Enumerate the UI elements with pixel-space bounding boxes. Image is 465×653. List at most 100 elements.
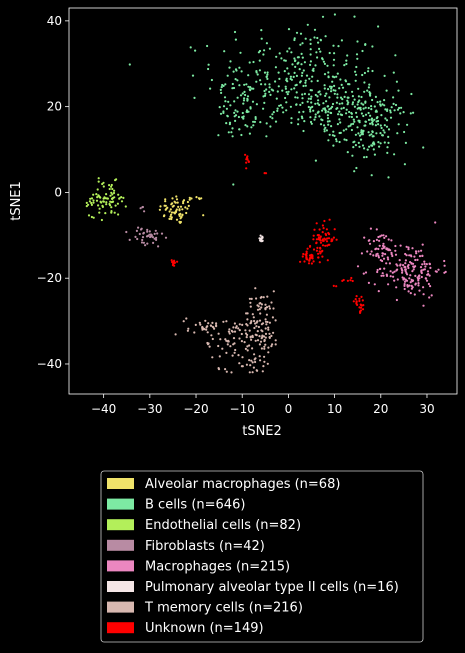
data-point-series-6	[268, 307, 271, 310]
data-point-series-1	[310, 122, 313, 125]
data-point-series-3	[149, 235, 152, 239]
data-point-series-4	[407, 263, 410, 267]
data-point-series-1	[309, 110, 312, 113]
data-point-series-1	[352, 146, 355, 149]
data-point-series-7	[349, 279, 352, 282]
data-point-series-1	[274, 120, 278, 123]
data-point-series-1	[295, 74, 298, 77]
data-point-series-1	[371, 69, 374, 73]
data-point-series-0	[169, 208, 172, 211]
data-point-series-4	[399, 264, 402, 267]
data-point-series-4	[426, 270, 430, 273]
data-point-series-1	[350, 115, 353, 119]
data-point-series-0	[184, 206, 187, 209]
data-point-series-6	[207, 322, 210, 325]
data-point-series-4	[407, 246, 410, 249]
data-point-series-1	[351, 103, 354, 106]
data-point-series-7	[332, 236, 335, 239]
data-point-series-1	[363, 124, 366, 127]
data-point-series-1	[382, 129, 385, 132]
data-point-series-1	[318, 47, 321, 51]
data-point-series-4	[388, 248, 391, 251]
data-point-series-4	[380, 274, 383, 277]
data-point-series-6	[248, 329, 251, 332]
data-point-series-4	[409, 254, 412, 257]
data-point-series-7	[321, 255, 324, 258]
data-point-series-1	[385, 89, 388, 92]
data-point-series-6	[206, 331, 209, 334]
data-point-series-1	[364, 106, 367, 109]
data-point-series-1	[363, 147, 366, 150]
data-point-series-1	[324, 126, 327, 129]
data-point-series-1	[241, 92, 244, 95]
data-point-series-1	[386, 109, 389, 112]
data-point-series-3	[138, 232, 141, 236]
data-point-series-1	[356, 126, 359, 129]
data-point-series-4	[368, 242, 372, 245]
legend-swatch	[107, 560, 134, 572]
data-point-series-1	[238, 66, 241, 69]
data-point-series-4	[384, 253, 387, 256]
data-point-series-1	[355, 115, 358, 118]
data-point-series-1	[350, 111, 353, 115]
data-point-series-4	[414, 265, 417, 268]
data-point-series-1	[398, 106, 401, 110]
data-point-series-6	[245, 336, 248, 339]
data-point-series-2	[97, 194, 100, 197]
data-point-series-7	[310, 262, 313, 265]
data-point-series-6	[256, 369, 259, 372]
data-point-series-1	[348, 115, 351, 118]
data-point-series-4	[377, 247, 380, 251]
data-point-series-6	[198, 321, 201, 324]
legend-label: Macrophages (n=215)	[145, 559, 290, 574]
data-point-series-1	[324, 111, 327, 114]
data-point-series-4	[400, 267, 403, 270]
data-point-series-6	[256, 330, 259, 333]
data-point-series-6	[271, 316, 274, 319]
data-point-series-4	[381, 272, 384, 275]
data-point-series-1	[252, 124, 255, 127]
data-point-series-4	[425, 263, 428, 266]
data-point-series-2	[110, 183, 113, 187]
data-point-series-6	[268, 305, 271, 308]
data-point-series-1	[277, 85, 280, 88]
data-point-series-1	[316, 36, 319, 40]
data-point-series-4	[367, 239, 370, 242]
data-point-series-4	[395, 286, 398, 289]
data-point-series-1	[370, 108, 373, 111]
data-point-series-1	[357, 119, 360, 122]
data-point-series-6	[258, 355, 261, 358]
data-point-series-6	[262, 365, 265, 368]
data-point-series-4	[389, 270, 392, 273]
data-point-series-1	[317, 99, 320, 102]
data-point-series-2	[111, 187, 114, 191]
data-point-series-1	[254, 117, 257, 120]
data-point-series-1	[328, 51, 331, 55]
data-point-series-3	[157, 245, 160, 248]
data-point-series-1	[372, 148, 375, 151]
data-point-series-6	[259, 296, 262, 299]
data-point-series-0	[166, 206, 169, 209]
data-point-series-6	[231, 354, 234, 357]
data-point-series-6	[248, 371, 251, 374]
data-point-series-6	[266, 295, 269, 298]
data-point-series-1	[244, 124, 247, 127]
data-point-series-1	[337, 113, 340, 116]
data-point-series-1	[373, 153, 376, 156]
data-point-series-7	[341, 279, 344, 282]
data-point-series-7	[306, 247, 309, 250]
data-point-series-1	[255, 80, 258, 83]
data-point-series-4	[379, 235, 382, 238]
data-point-series-1	[346, 99, 349, 102]
data-point-series-4	[356, 265, 360, 268]
data-point-series-6	[262, 296, 265, 299]
data-point-series-3	[140, 227, 143, 230]
data-point-series-1	[262, 107, 265, 110]
data-point-series-6	[261, 335, 264, 339]
data-point-series-1	[231, 135, 234, 138]
data-point-series-1	[355, 73, 358, 76]
data-point-series-1	[341, 86, 345, 89]
data-point-series-1	[223, 96, 227, 99]
data-point-series-4	[443, 264, 446, 267]
data-point-series-4	[375, 253, 378, 256]
